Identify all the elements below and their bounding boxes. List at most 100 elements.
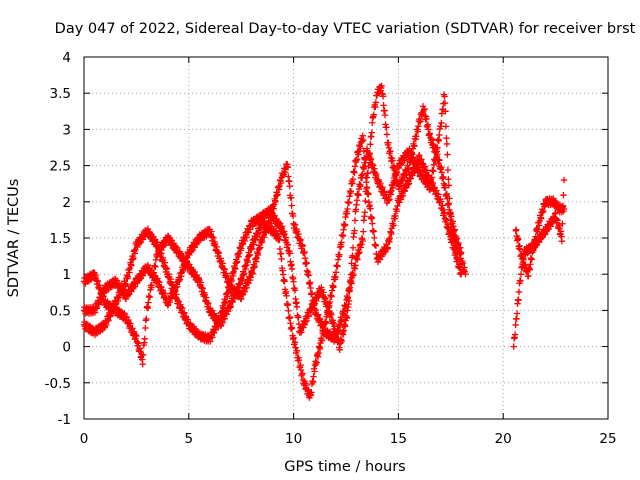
data-point: [240, 270, 248, 277]
data-point: [130, 254, 137, 262]
data-point: [513, 310, 521, 317]
data-point: [440, 173, 447, 181]
data-point: [205, 300, 212, 307]
data-point: [537, 215, 545, 222]
data-point: [368, 214, 375, 221]
data-point: [128, 262, 135, 269]
data-point: [353, 155, 361, 163]
data-point: [370, 227, 377, 235]
data-point: [408, 150, 415, 157]
data-point: [227, 303, 234, 310]
data-point: [447, 216, 454, 224]
data-point: [383, 131, 391, 138]
data-point: [560, 176, 568, 184]
data-point: [360, 228, 367, 235]
data-point: [411, 142, 418, 149]
data-point: [367, 205, 374, 212]
data-point: [387, 147, 394, 155]
data-point: [383, 124, 390, 131]
data-point: [554, 217, 561, 224]
data-point: [380, 102, 387, 109]
data-point: [146, 293, 154, 301]
data-point: [303, 260, 310, 267]
data-point: [220, 305, 227, 312]
data-point: [237, 281, 244, 288]
data-point: [386, 195, 393, 203]
data-point: [328, 293, 335, 300]
data-point: [238, 295, 245, 303]
data-point: [314, 311, 322, 318]
data-point: [351, 163, 359, 170]
data-point: [405, 164, 413, 172]
data-point: [423, 115, 430, 123]
data-point: [349, 252, 356, 259]
data-point: [401, 188, 409, 195]
data-point: [209, 334, 216, 341]
data-point: [145, 299, 152, 306]
data-point: [525, 272, 532, 280]
data-point: [336, 323, 344, 331]
data-point: [358, 241, 365, 248]
data-point: [359, 237, 366, 245]
data-point: [309, 378, 317, 386]
data-point: [357, 145, 364, 152]
data-point: [311, 368, 318, 375]
data-point: [511, 331, 519, 338]
data-point: [318, 336, 326, 344]
data-point: [299, 370, 306, 377]
data-point: [347, 276, 354, 284]
data-point: [560, 191, 567, 199]
data-point: [210, 234, 217, 241]
data-point: [370, 111, 377, 118]
data-point: [436, 131, 443, 139]
data-point: [137, 348, 144, 355]
data-point: [301, 248, 308, 256]
data-point: [332, 269, 340, 276]
data-point: [142, 324, 149, 332]
x-tick-label: 10: [285, 431, 302, 447]
data-point: [148, 281, 156, 289]
data-point: [234, 258, 241, 265]
data-point: [527, 261, 534, 268]
data-point: [182, 261, 189, 268]
data-point: [442, 108, 449, 115]
data-point: [307, 284, 314, 292]
data-point: [367, 155, 375, 163]
x-tick-label: 5: [185, 431, 194, 447]
data-point: [441, 93, 448, 100]
data-point: [530, 245, 537, 252]
data-point: [291, 287, 299, 294]
data-point: [368, 129, 375, 136]
data-point: [286, 313, 294, 321]
data-point: [305, 313, 313, 320]
data-point: [372, 99, 380, 106]
data-point: [330, 319, 337, 326]
y-tick-label: 2: [62, 195, 71, 211]
data-point: [371, 234, 378, 242]
data-point: [389, 184, 397, 192]
data-point: [462, 271, 469, 278]
data-point: [428, 174, 436, 181]
data-point: [140, 351, 147, 359]
data-point: [181, 309, 188, 316]
data-point: [277, 250, 285, 257]
data-point: [386, 234, 394, 242]
x-tick-label: 25: [599, 431, 616, 447]
data-point: [295, 314, 302, 321]
data-point: [345, 297, 353, 305]
y-tick-label: 1.5: [50, 231, 71, 247]
data-point: [322, 294, 329, 302]
y-tick-label: 0.5: [50, 303, 71, 319]
y-tick-label: 3.5: [50, 86, 71, 102]
data-point: [449, 228, 456, 235]
data-point: [373, 170, 380, 178]
data-point: [442, 184, 449, 191]
data-point: [340, 327, 347, 334]
data-point: [347, 188, 355, 195]
data-point: [438, 169, 446, 176]
x-tick-label: 15: [390, 431, 407, 447]
data-point: [443, 135, 450, 142]
data-point: [353, 197, 361, 204]
data-point: [281, 278, 288, 285]
data-point: [534, 226, 541, 233]
